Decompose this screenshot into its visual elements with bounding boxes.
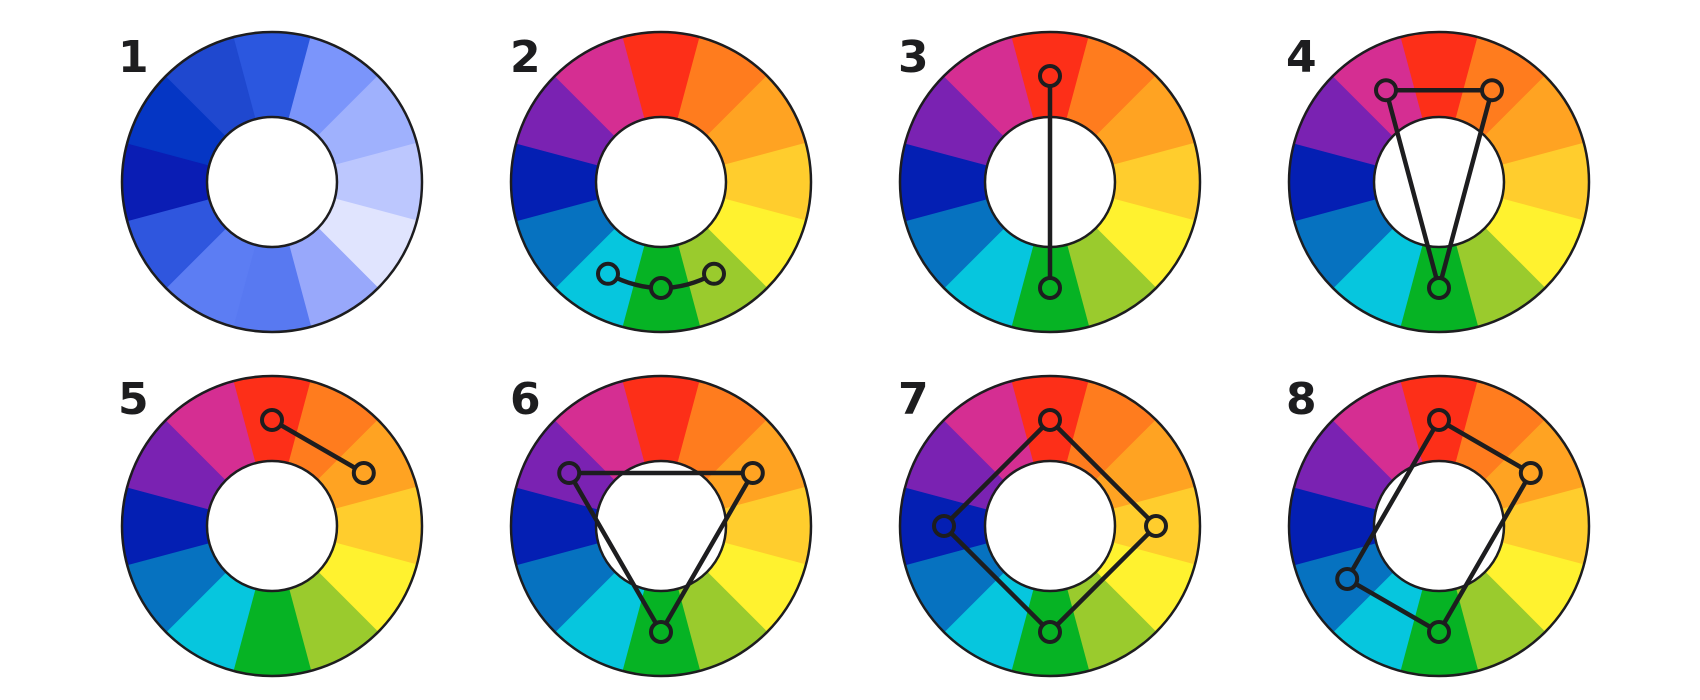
wheel-outline — [509, 374, 813, 678]
color-marker-green — [1427, 276, 1451, 300]
color-marker-orange — [740, 461, 765, 485]
wheel-outline — [898, 30, 1202, 334]
color-marker-yellow-orange — [1144, 514, 1168, 538]
wheel-outline — [1287, 374, 1591, 678]
harmony-connector — [566, 470, 756, 635]
color-marker-red — [1038, 408, 1062, 432]
wheel-number-label: 6 — [510, 374, 541, 425]
wheel-number-label: 3 — [898, 32, 929, 83]
wheel-center-hole — [1372, 115, 1506, 249]
color-wheel-5 — [120, 374, 424, 678]
harmony-connector — [270, 418, 365, 475]
color-wheel-8 — [1287, 374, 1591, 678]
color-marker-red-orange — [1480, 78, 1504, 103]
color-wheel-6 — [509, 374, 813, 678]
color-wheel-3 — [898, 30, 1202, 334]
wheel-outline — [1287, 30, 1591, 334]
wheel-number-label: 5 — [118, 374, 149, 425]
harmony-connector — [1383, 87, 1495, 291]
color-marker-green — [649, 276, 673, 300]
color-marker-green — [1038, 620, 1062, 644]
color-wheel-1 — [120, 30, 424, 334]
wheel-outline — [898, 374, 1202, 678]
color-wheel-2 — [509, 30, 813, 334]
wheel-center-hole — [1372, 459, 1506, 593]
color-marker-navy — [932, 514, 956, 538]
color-wheel-4 — [1287, 30, 1591, 334]
wheel-number-label: 7 — [898, 374, 929, 425]
wheel-outline — [509, 30, 813, 334]
color-marker-orange — [1518, 461, 1543, 485]
wheel-number-label: 4 — [1286, 32, 1317, 83]
wheel-center-hole — [205, 115, 339, 249]
color-marker-red — [260, 408, 284, 432]
color-wheel-7 — [898, 374, 1202, 678]
color-marker-cyan — [596, 261, 620, 286]
wheel-outline — [120, 30, 424, 334]
color-marker-red — [1038, 64, 1062, 88]
color-marker-green — [1038, 276, 1062, 300]
color-marker-red — [1427, 408, 1451, 432]
wheel-number-label: 2 — [510, 32, 541, 83]
color-marker-violet — [557, 461, 582, 485]
color-marker-orange — [351, 461, 376, 485]
wheel-center-hole — [594, 459, 728, 593]
wheel-center-hole — [205, 459, 339, 593]
wheel-number-label: 8 — [1286, 374, 1317, 425]
wheel-outline — [120, 374, 424, 678]
color-marker-yellow-green — [702, 261, 726, 286]
color-marker-blue — [1335, 567, 1360, 591]
wheel-center-hole — [983, 459, 1117, 593]
color-marker-green — [649, 620, 673, 644]
wheel-number-label: 1 — [118, 32, 149, 83]
color-marker-magenta — [1374, 78, 1398, 103]
wheel-center-hole — [594, 115, 728, 249]
color-marker-green — [1427, 620, 1451, 644]
